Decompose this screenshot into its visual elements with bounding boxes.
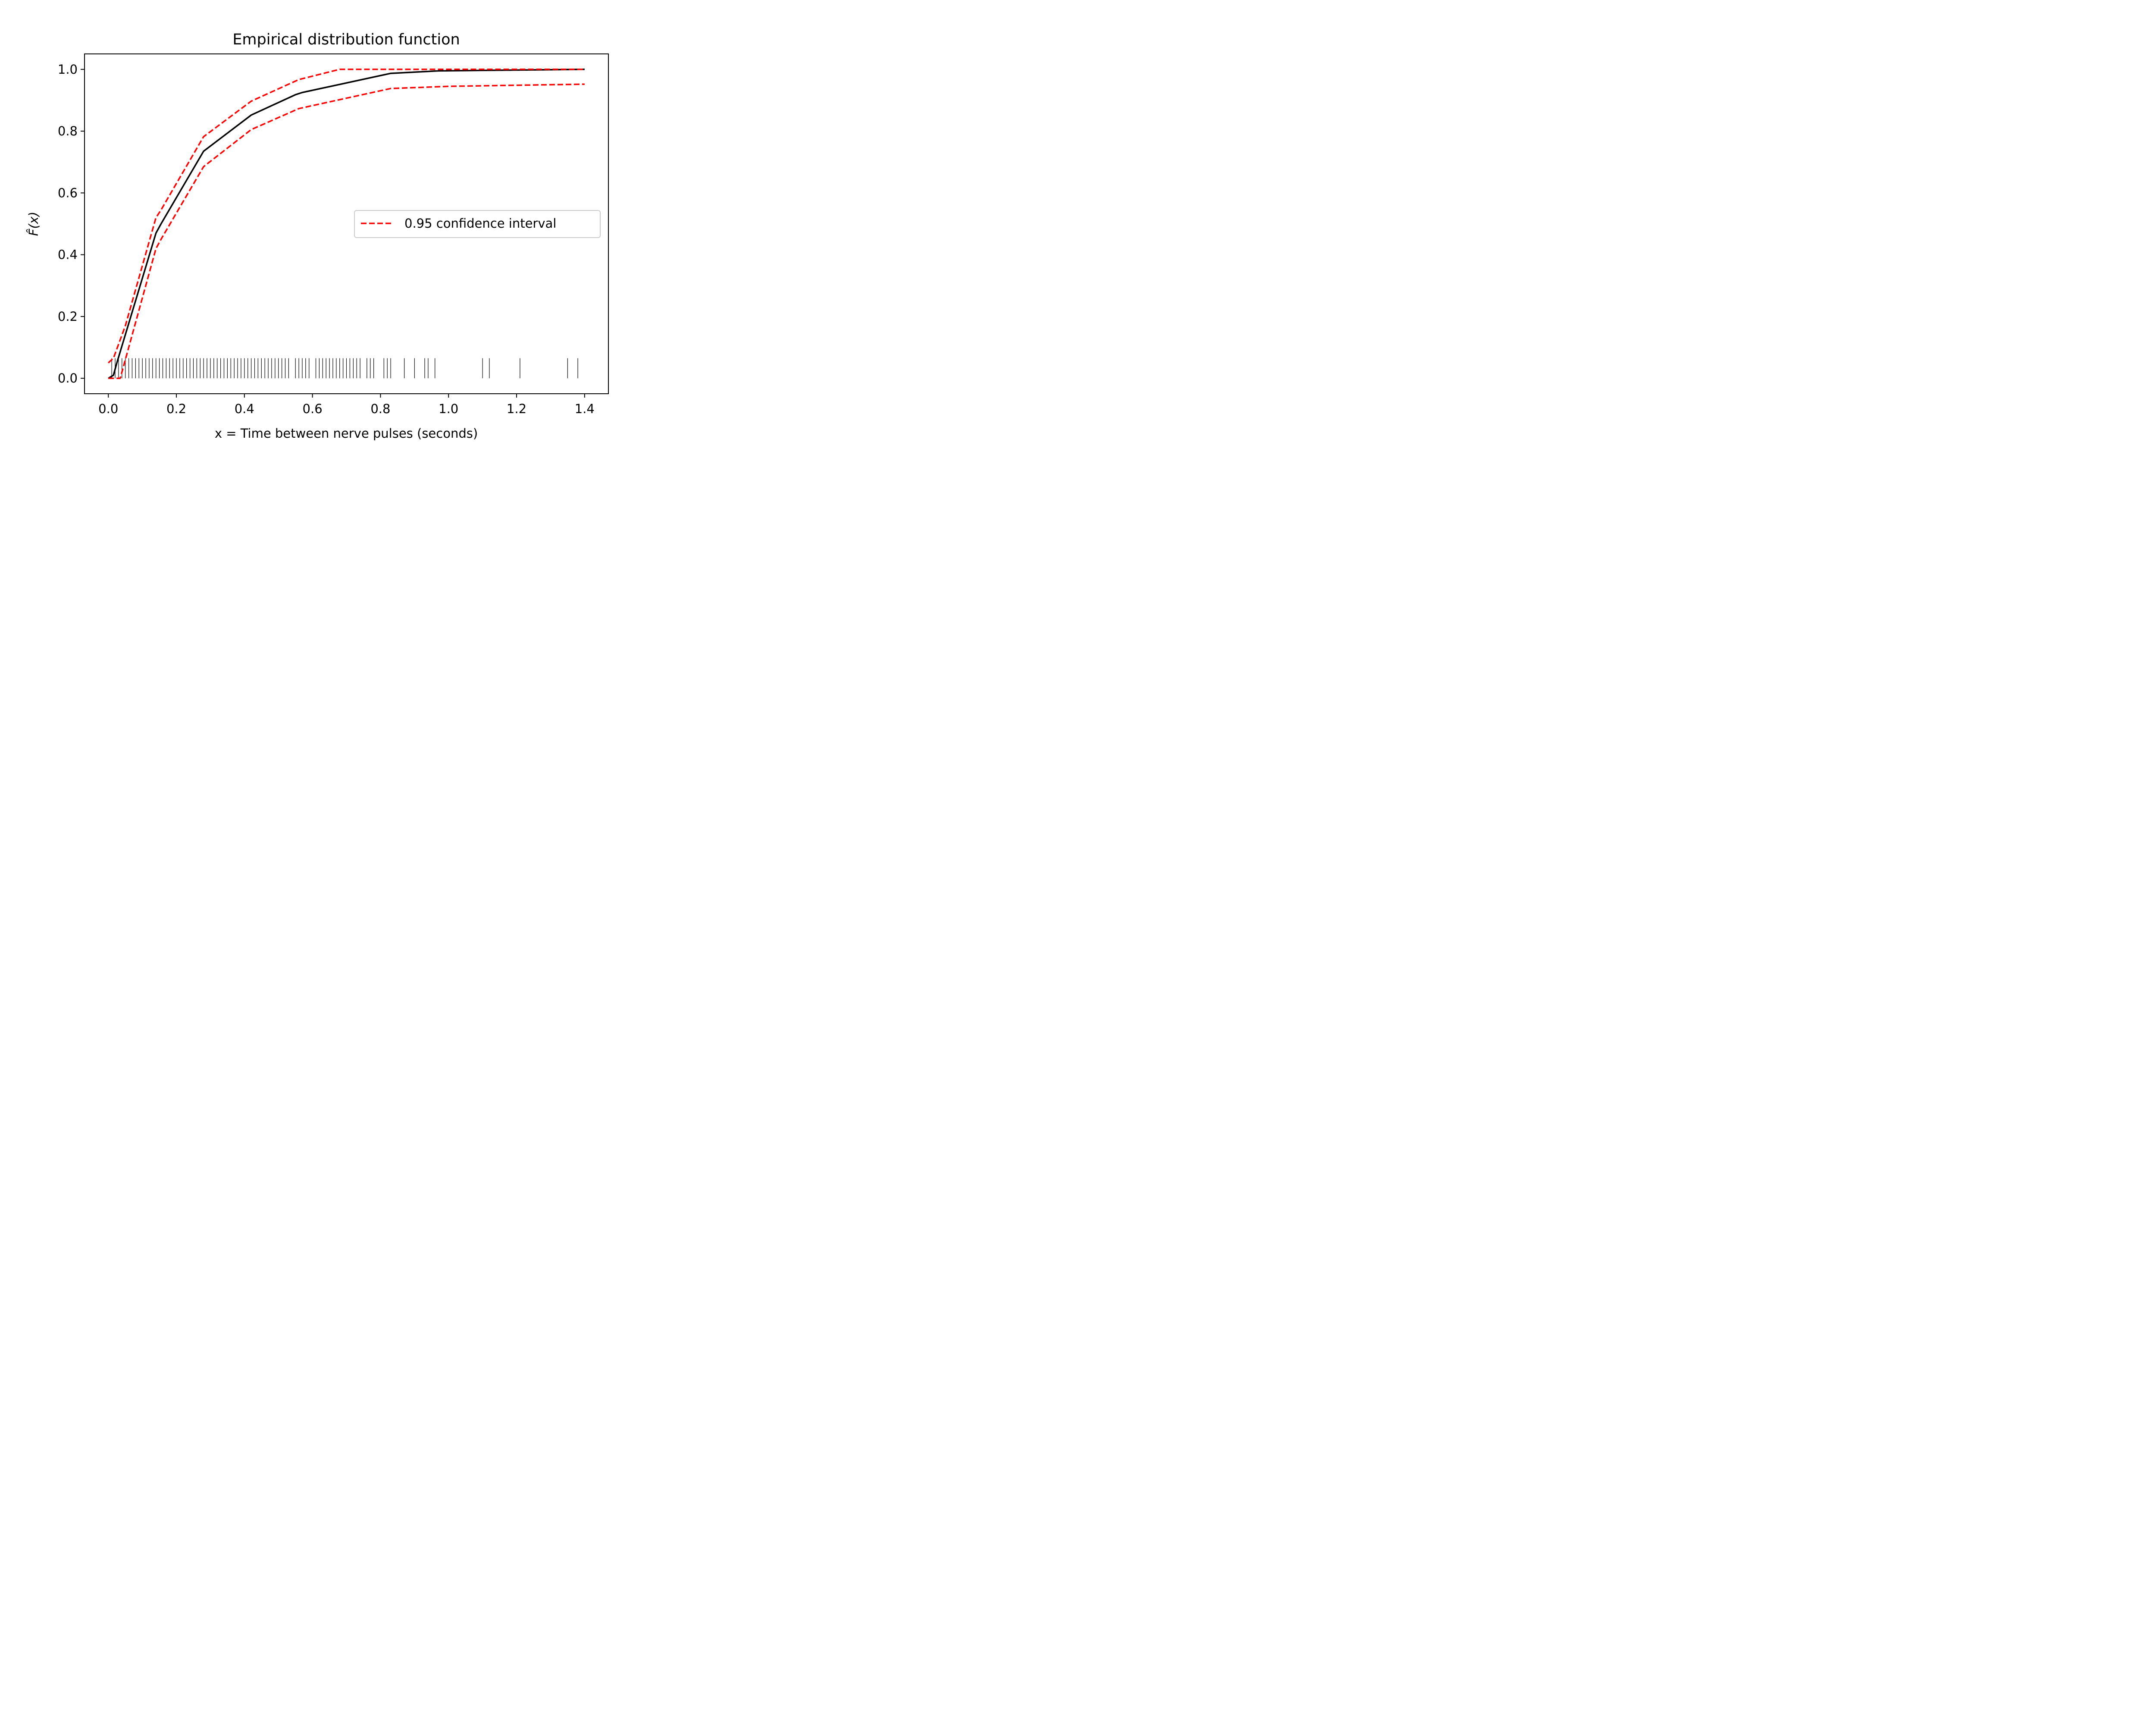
y-tick-label: 0.4 (58, 248, 78, 262)
x-tick-label: 0.8 (370, 401, 390, 416)
ecdf-line (108, 69, 585, 379)
x-tick-label: 0.0 (98, 401, 118, 416)
ecdf-chart: Empirical distribution function 0.0 0.2 0.… (0, 0, 667, 445)
legend: 0.95 confidence interval (354, 210, 601, 238)
y-tick-label: 0.0 (58, 371, 78, 386)
chart-title: Empirical distribution function (232, 31, 460, 48)
ci-lower-line (108, 83, 585, 379)
y-axis-ticks: 0.0 0.2 0.4 0.6 0.8 1.0 (58, 62, 85, 386)
plot-area (108, 69, 585, 379)
x-tick-label: 0.6 (303, 401, 323, 416)
y-tick-label: 0.2 (58, 309, 78, 324)
chart: Empirical distribution function 0.0 0.2 0.… (0, 0, 667, 445)
x-tick-label: 1.2 (507, 401, 526, 416)
series-layer (108, 69, 585, 379)
axes-frame (84, 53, 609, 394)
y-tick-label: 1.0 (58, 62, 78, 77)
y-tick-label: 0.6 (58, 185, 78, 200)
x-axis-label: x = Time between nerve pulses (seconds) (215, 426, 478, 441)
legend-ci-label: 0.95 confidence interval (404, 216, 556, 231)
rug-layer (111, 358, 578, 379)
ci-upper-line (108, 69, 585, 364)
y-axis-label: F̂(x) (26, 212, 41, 236)
x-tick-label: 1.0 (439, 401, 458, 416)
x-axis-ticks: 0.0 0.2 0.4 0.6 0.8 1.0 1.2 1.4 (98, 394, 595, 416)
y-tick-label: 0.8 (58, 124, 78, 138)
x-tick-label: 0.4 (235, 401, 254, 416)
x-tick-label: 1.4 (575, 401, 595, 416)
x-tick-label: 0.2 (166, 401, 186, 416)
legend-box (354, 210, 601, 238)
